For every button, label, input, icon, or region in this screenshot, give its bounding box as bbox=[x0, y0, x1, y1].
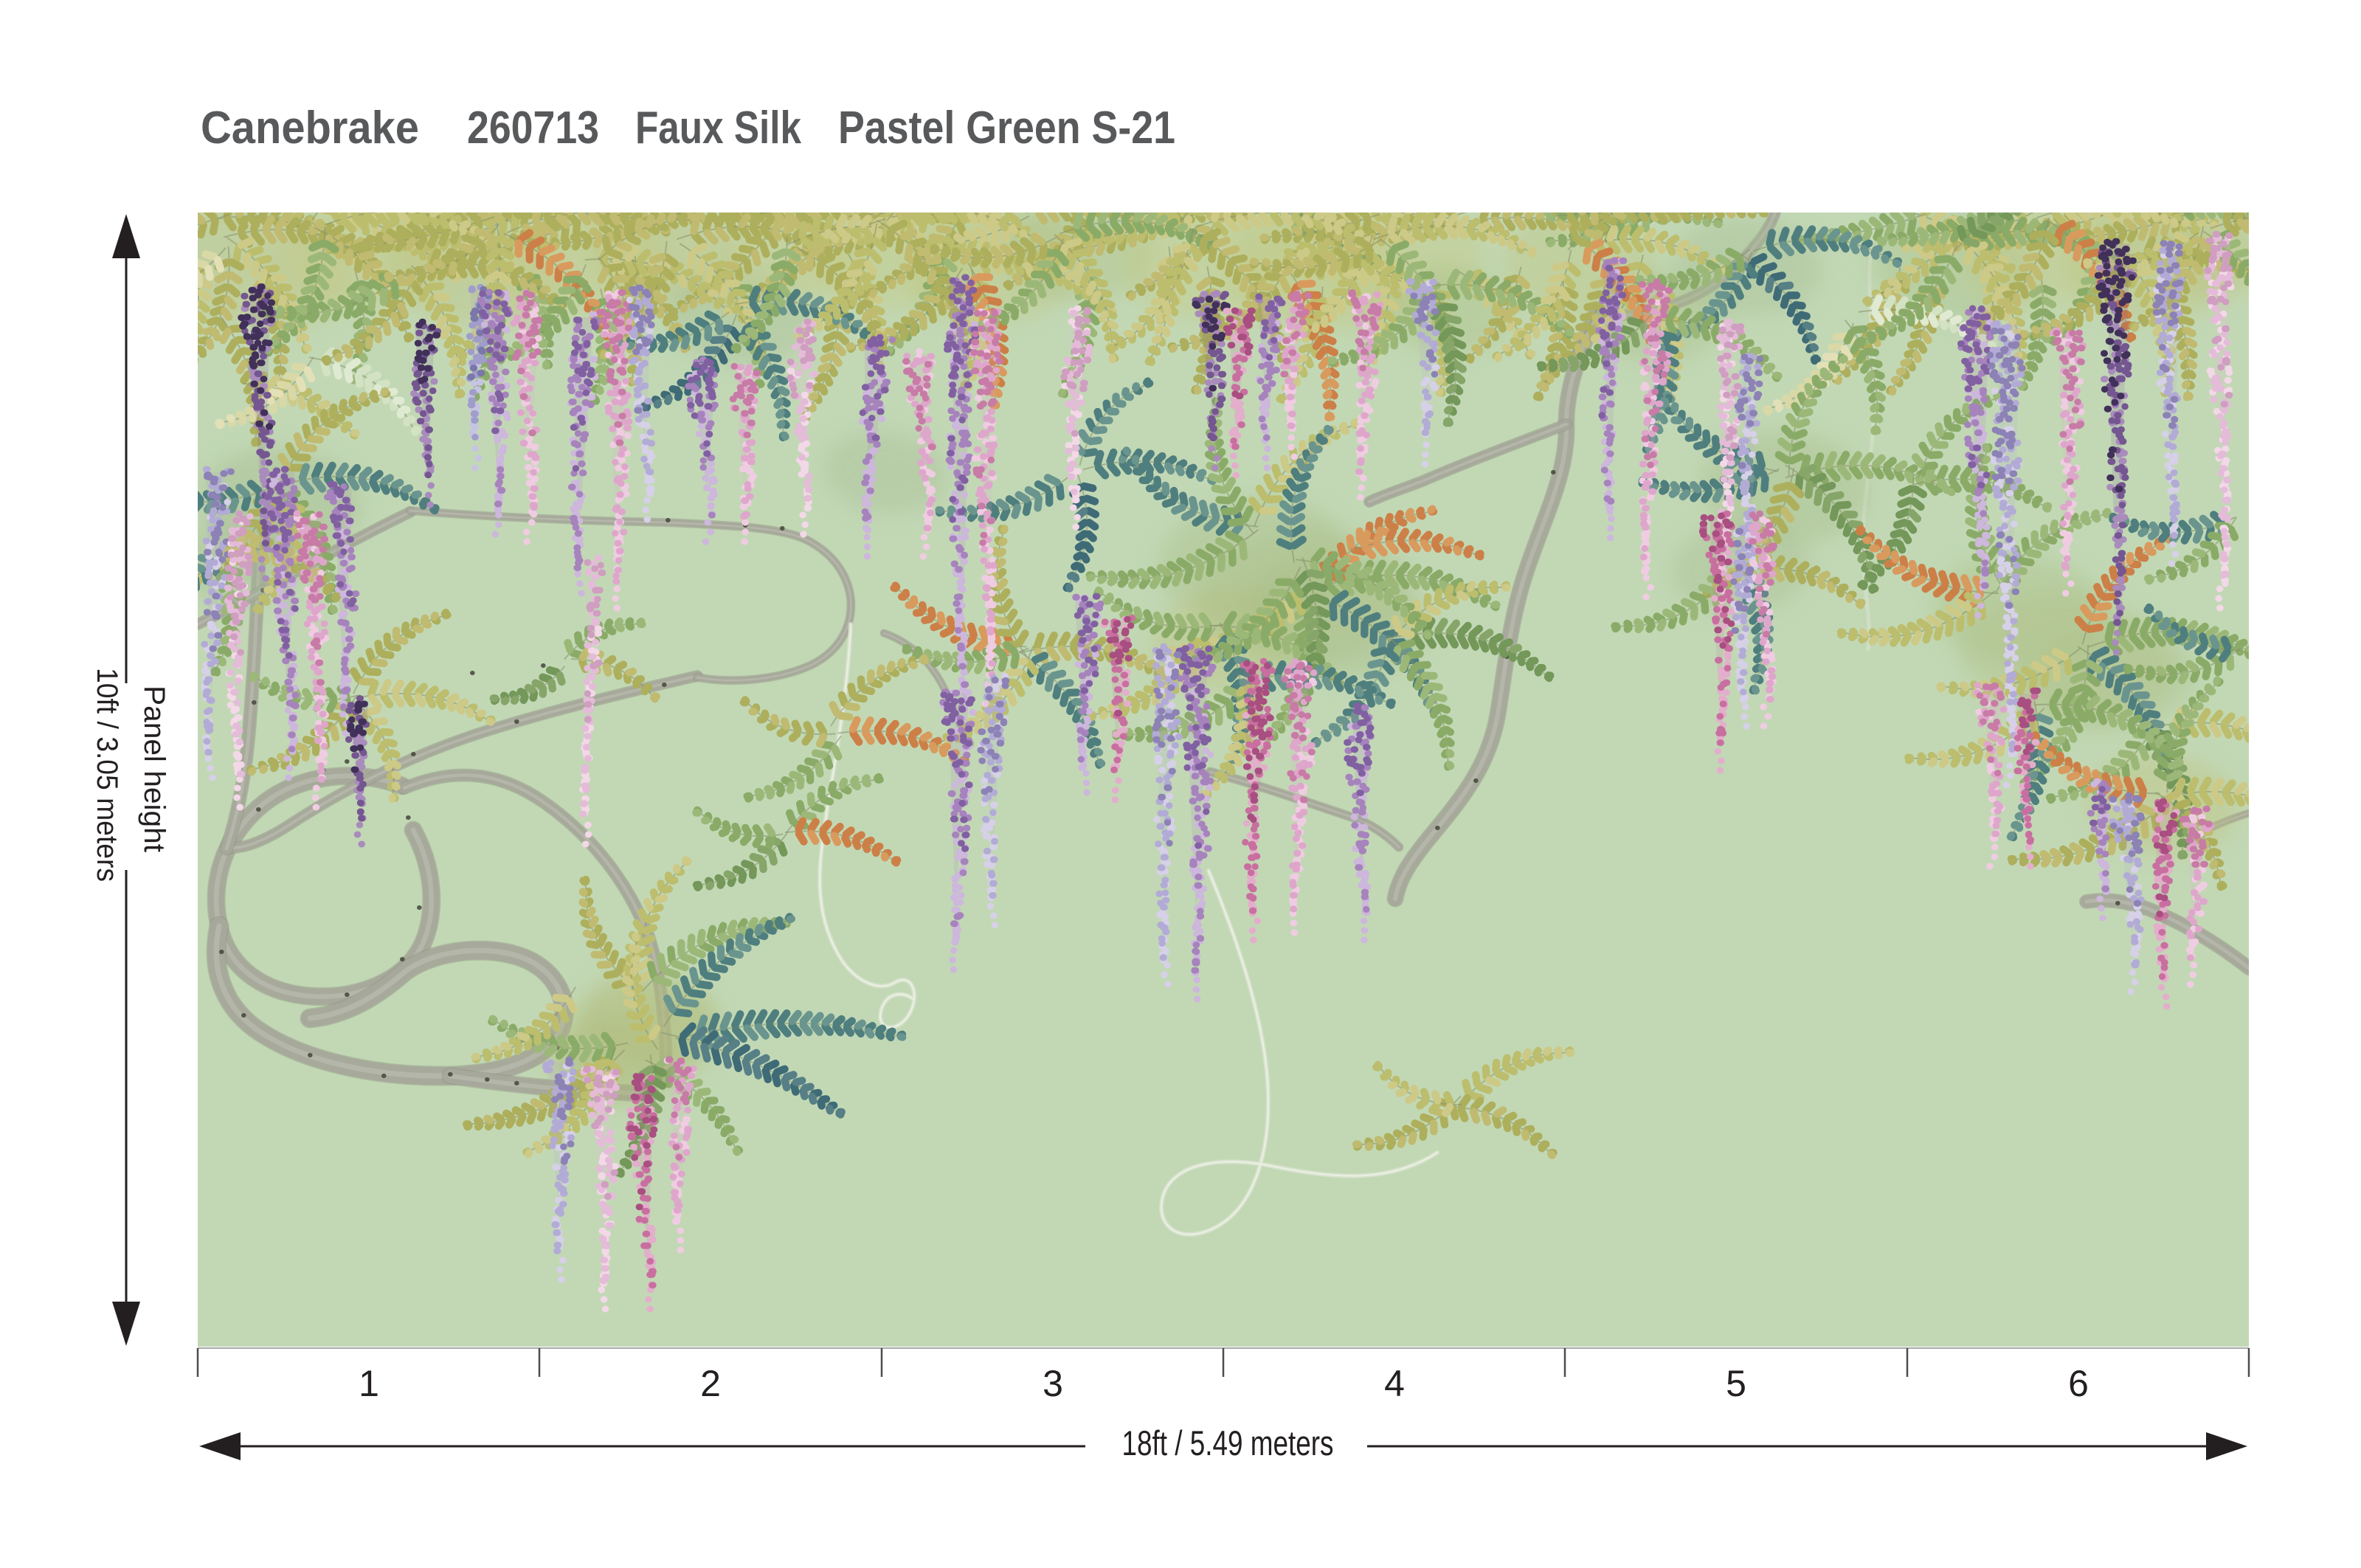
svg-text:18ft / 5.49 meters: 18ft / 5.49 meters bbox=[1122, 1423, 1334, 1462]
svg-text:5: 5 bbox=[1726, 1363, 1746, 1404]
svg-text:Panel height: Panel height bbox=[138, 685, 170, 852]
svg-text:6: 6 bbox=[2068, 1363, 2089, 1404]
svg-text:Pastel Green S-21: Pastel Green S-21 bbox=[838, 103, 1175, 153]
svg-text:3: 3 bbox=[1043, 1363, 1063, 1404]
svg-text:Faux Silk: Faux Silk bbox=[635, 103, 801, 153]
svg-text:10ft / 3.05 meters: 10ft / 3.05 meters bbox=[91, 668, 123, 882]
svg-text:4: 4 bbox=[1384, 1363, 1405, 1404]
svg-text:2: 2 bbox=[700, 1363, 721, 1404]
svg-text:1: 1 bbox=[359, 1363, 379, 1404]
svg-text:Canebrake: Canebrake bbox=[201, 103, 419, 153]
svg-text:260713: 260713 bbox=[467, 103, 599, 153]
